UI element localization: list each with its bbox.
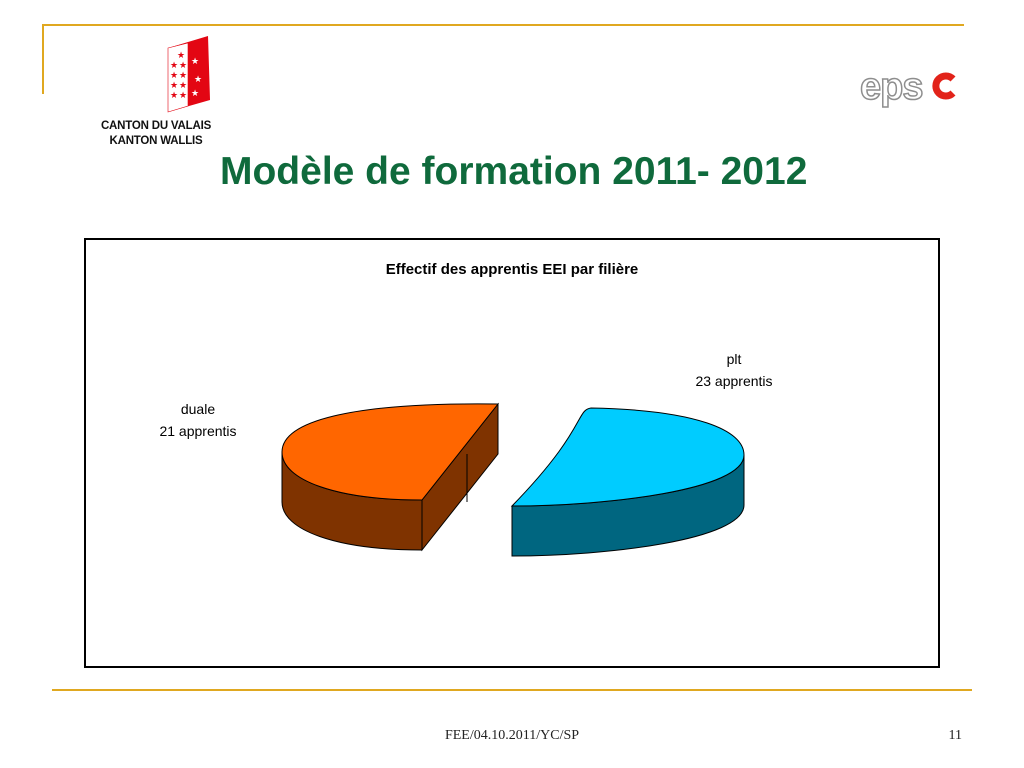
slice-duale bbox=[281, 402, 500, 552]
canton-name-de: KANTON WALLIS bbox=[109, 135, 203, 147]
page-number: 11 bbox=[948, 728, 962, 743]
bottom-rule bbox=[52, 689, 972, 691]
label-duale-value: 21 apprentis bbox=[159, 423, 236, 439]
canton-name-fr: CANTON DU VALAIS bbox=[100, 120, 212, 132]
svg-text:★: ★ bbox=[194, 75, 202, 85]
slice-plt-top bbox=[510, 407, 745, 507]
svg-text:★: ★ bbox=[191, 57, 199, 67]
label-duale-category: duale bbox=[181, 401, 215, 417]
label-plt-category: plt bbox=[727, 351, 742, 367]
svg-text:★: ★ bbox=[179, 71, 187, 81]
svg-text:★: ★ bbox=[170, 91, 178, 101]
slice-plt bbox=[510, 407, 745, 557]
svg-text:★: ★ bbox=[177, 51, 185, 61]
svg-text:★: ★ bbox=[170, 61, 178, 71]
svg-text:★: ★ bbox=[179, 61, 187, 71]
page-title: Modèle de formation 2011- 2012 bbox=[220, 150, 808, 193]
valais-flag-icon: ★ ★ ★ ★ ★ ★ ★ ★ ★ ★ ★ ★ bbox=[167, 36, 210, 113]
epsc-c-icon bbox=[931, 71, 959, 101]
chart-title: Effectif des apprentis EEI par filière bbox=[386, 261, 639, 278]
pie-chart: Effectif des apprentis EEI par filière d… bbox=[159, 261, 773, 557]
svg-text:★: ★ bbox=[179, 91, 187, 101]
svg-text:★: ★ bbox=[170, 71, 178, 81]
slice-duale-top bbox=[281, 403, 500, 501]
left-rule bbox=[42, 24, 44, 94]
chart-frame: Effectif des apprentis EEI par filière d… bbox=[84, 238, 940, 668]
top-rule bbox=[42, 24, 964, 26]
epsc-logo: eps bbox=[859, 64, 960, 110]
svg-text:★: ★ bbox=[179, 81, 187, 91]
label-plt-value: 23 apprentis bbox=[695, 373, 772, 389]
epsc-logo-text: eps bbox=[859, 65, 924, 109]
svg-text:★: ★ bbox=[191, 89, 199, 99]
footer-reference: FEE/04.10.2011/YC/SP bbox=[444, 728, 580, 743]
svg-text:★: ★ bbox=[170, 81, 178, 91]
canton-logo: ★ ★ ★ ★ ★ ★ ★ ★ ★ ★ ★ ★ CANTON DU VALAIS KAN… bbox=[86, 34, 236, 152]
